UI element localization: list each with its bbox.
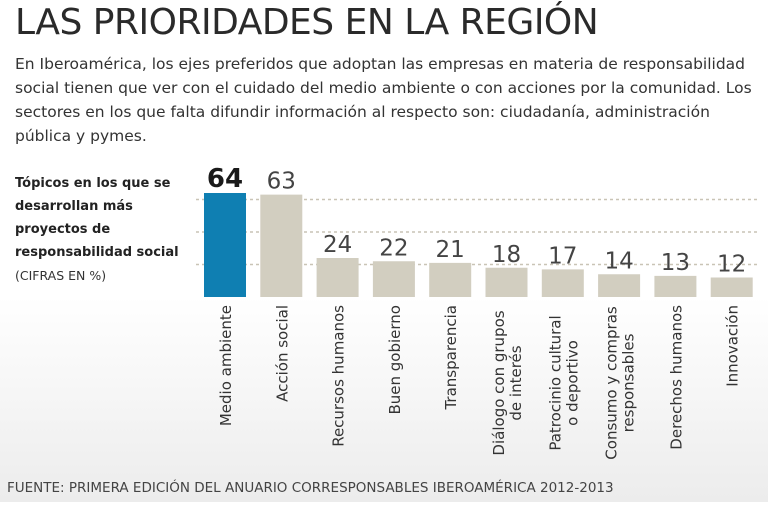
- category-label: Acción social: [273, 305, 291, 402]
- bar: [598, 274, 641, 297]
- category-label: Derechos humanos: [667, 305, 685, 450]
- bar-value-label: 18: [492, 242, 521, 268]
- bar-value-label: 22: [379, 235, 408, 261]
- bar: [710, 277, 753, 297]
- category-label-line: Diálogo con grupos: [490, 310, 508, 455]
- source-note: FUENTE: PRIMERA EDICIÓN DEL ANUARIO CORR…: [7, 480, 614, 496]
- category-label-line: Transparencia: [442, 305, 460, 411]
- category-label-line: de interés: [507, 345, 525, 420]
- category-label-line: Buen gobierno: [386, 305, 404, 415]
- bar-value-label: 63: [267, 169, 296, 195]
- bar: [316, 258, 359, 297]
- category-label-line: Recursos humanos: [330, 305, 348, 447]
- bar: [204, 193, 246, 297]
- bar-value-label: 14: [604, 248, 633, 274]
- intro-paragraph: En Iberoamérica, los ejes preferidos que…: [15, 55, 752, 145]
- bar-value-label: 21: [436, 237, 465, 263]
- category-label: Innovación: [724, 305, 742, 387]
- bar: [372, 261, 415, 297]
- category-label-line: responsables: [620, 333, 638, 432]
- category-label: Recursos humanos: [330, 305, 348, 447]
- bar: [541, 269, 584, 297]
- page-title: LAS PRIORIDADES EN LA REGIÓN: [15, 2, 599, 43]
- category-label-line: Acción social: [273, 305, 291, 402]
- category-label: Diálogo con grupos de interés: [490, 310, 525, 455]
- bar-value-label: 13: [661, 250, 690, 276]
- category-label: Medio ambiente: [217, 305, 235, 426]
- bar-value-label: 64: [207, 164, 243, 194]
- category-label-line: Medio ambiente: [217, 305, 235, 426]
- bar: [429, 262, 472, 297]
- category-label: Buen gobierno: [386, 305, 404, 415]
- category-label: Consumo y compras responsables: [603, 306, 638, 460]
- category-label: Patrocinio cultural o deportivo: [546, 315, 581, 450]
- category-label-line: Derechos humanos: [667, 305, 685, 450]
- category-label-line: Consumo y compras: [603, 306, 621, 460]
- category-label-line: o deportivo: [563, 340, 581, 426]
- chart-title: Tópicos en los que se desarrollan más pr…: [15, 176, 179, 260]
- category-label-line: Innovación: [724, 305, 742, 387]
- category-label: Transparencia: [442, 305, 460, 411]
- category-label-line: Patrocinio cultural: [546, 315, 564, 450]
- units-note: (CIFRAS EN %): [15, 268, 107, 283]
- bar: [654, 275, 697, 297]
- bar: [485, 267, 528, 297]
- bar-value-label: 24: [323, 232, 352, 258]
- bar: [260, 194, 303, 297]
- bar-value-label: 12: [717, 252, 746, 278]
- bar-value-label: 17: [548, 243, 577, 269]
- label-area-shade: [0, 297, 768, 502]
